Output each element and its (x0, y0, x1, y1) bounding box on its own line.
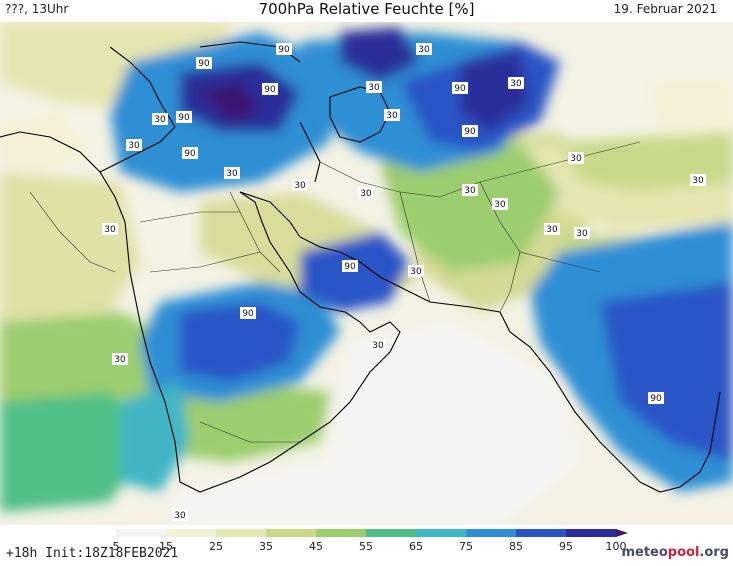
valid-time-label: ???, 13Uhr (5, 2, 69, 16)
colorbar (116, 529, 628, 537)
map-title: 700hPa Relative Feuchte [%] (258, 0, 475, 18)
colorbar-tick-label: 85 (509, 540, 523, 553)
contour-label: 90 (196, 57, 212, 69)
contour-label: 90 (176, 111, 192, 123)
svg-text:30: 30 (104, 225, 116, 235)
svg-text:30: 30 (368, 83, 380, 93)
contour-label: 30 (152, 113, 168, 125)
svg-text:30: 30 (114, 355, 126, 365)
svg-text:90: 90 (464, 127, 476, 137)
contour-label: 90 (462, 125, 478, 137)
contour-label: 30 (102, 223, 118, 235)
svg-text:90: 90 (344, 262, 356, 272)
svg-text:30: 30 (494, 200, 506, 210)
run-info: +18h Init:18Z18FEB2021 (6, 546, 179, 561)
svg-text:30: 30 (464, 186, 476, 196)
colorbar-max-arrow (616, 529, 628, 537)
contour-label: 30 (574, 227, 590, 239)
contour-label: 90 (262, 83, 278, 95)
contour-label: 90 (648, 392, 664, 404)
svg-text:30: 30 (128, 141, 140, 151)
colorbar-segment (116, 529, 167, 537)
colorbar-segment (416, 529, 467, 537)
svg-text:30: 30 (386, 111, 398, 121)
contour-label: 90 (342, 260, 358, 272)
colorbar-tick-label: 75 (459, 540, 473, 553)
colorbar-tick-label: 35 (259, 540, 273, 553)
header: ???, 13Uhr 700hPa Relative Feuchte [%] 1… (0, 0, 733, 22)
logo-accent: pool (667, 545, 700, 560)
contour-label: 30 (508, 77, 524, 89)
contour-label: 30 (112, 353, 128, 365)
contour-label: 30 (292, 179, 308, 191)
contour-label: 30 (224, 167, 240, 179)
contour-label: 90 (276, 43, 292, 55)
contour-label: 30 (416, 43, 432, 55)
svg-text:90: 90 (454, 84, 466, 94)
contour-label: 30 (370, 339, 386, 351)
logo-suffix: .org (699, 545, 729, 560)
svg-text:90: 90 (650, 394, 662, 404)
colorbar-tick-label: 5 (112, 540, 120, 553)
contour-label: 30 (462, 184, 478, 196)
logo-prefix: meteo (621, 545, 668, 560)
contour-label: 30 (408, 265, 424, 277)
svg-text:30: 30 (410, 267, 422, 277)
contour-label: 90 (452, 82, 468, 94)
contour-label: 90 (182, 147, 198, 159)
svg-text:90: 90 (184, 149, 196, 159)
svg-text:90: 90 (278, 45, 290, 55)
contour-label: 30 (544, 223, 560, 235)
contour-label: 90 (240, 307, 256, 319)
colorbar-tick-label: 25 (209, 540, 223, 553)
svg-text:30: 30 (510, 79, 522, 89)
colorbar-segment (316, 529, 367, 537)
svg-text:30: 30 (154, 115, 166, 125)
contour-label: 30 (492, 198, 508, 210)
contour-label: 30 (172, 509, 188, 521)
contour-label: 30 (690, 174, 706, 186)
contour-label: 30 (568, 152, 584, 164)
svg-text:90: 90 (198, 59, 210, 69)
contour-label: 30 (126, 139, 142, 151)
colorbar-segment (566, 529, 617, 537)
svg-text:30: 30 (576, 229, 588, 239)
svg-text:90: 90 (264, 85, 276, 95)
colorbar-tick-label: 65 (409, 540, 423, 553)
colorbar-segment (366, 529, 417, 537)
colorbar-segment (266, 529, 317, 537)
svg-text:30: 30 (546, 225, 558, 235)
meteopool-logo[interactable]: meteopool.org (621, 545, 729, 560)
colorbar-segment (516, 529, 567, 537)
humidity-map: 90 90 90 90 90 90 90 90 90 90 30 30 30 3… (0, 22, 733, 525)
colorbar-segment (166, 529, 217, 537)
colorbar-tick-label: 95 (559, 540, 573, 553)
svg-text:30: 30 (570, 154, 582, 164)
svg-text:90: 90 (178, 113, 190, 123)
contour-label: 30 (366, 81, 382, 93)
svg-text:30: 30 (692, 176, 704, 186)
colorbar-tick-label: 45 (309, 540, 323, 553)
colorbar-tick-label: 15 (159, 540, 173, 553)
colorbar-tick-label: 100 (605, 540, 627, 553)
date-label: 19. Februar 2021 (613, 2, 717, 16)
svg-text:30: 30 (174, 511, 186, 521)
contour-label: 30 (358, 187, 374, 199)
svg-text:30: 30 (372, 341, 384, 351)
colorbar-segment (466, 529, 517, 537)
svg-text:30: 30 (294, 181, 306, 191)
svg-text:90: 90 (242, 309, 254, 319)
colorbar-tick-label: 55 (359, 540, 373, 553)
contour-labels: 90 90 90 90 90 90 90 90 90 90 30 30 30 3… (102, 43, 706, 521)
contour-label: 30 (384, 109, 400, 121)
colorbar-segment (216, 529, 267, 537)
svg-text:30: 30 (418, 45, 430, 55)
svg-text:30: 30 (226, 169, 238, 179)
svg-text:30: 30 (360, 189, 372, 199)
